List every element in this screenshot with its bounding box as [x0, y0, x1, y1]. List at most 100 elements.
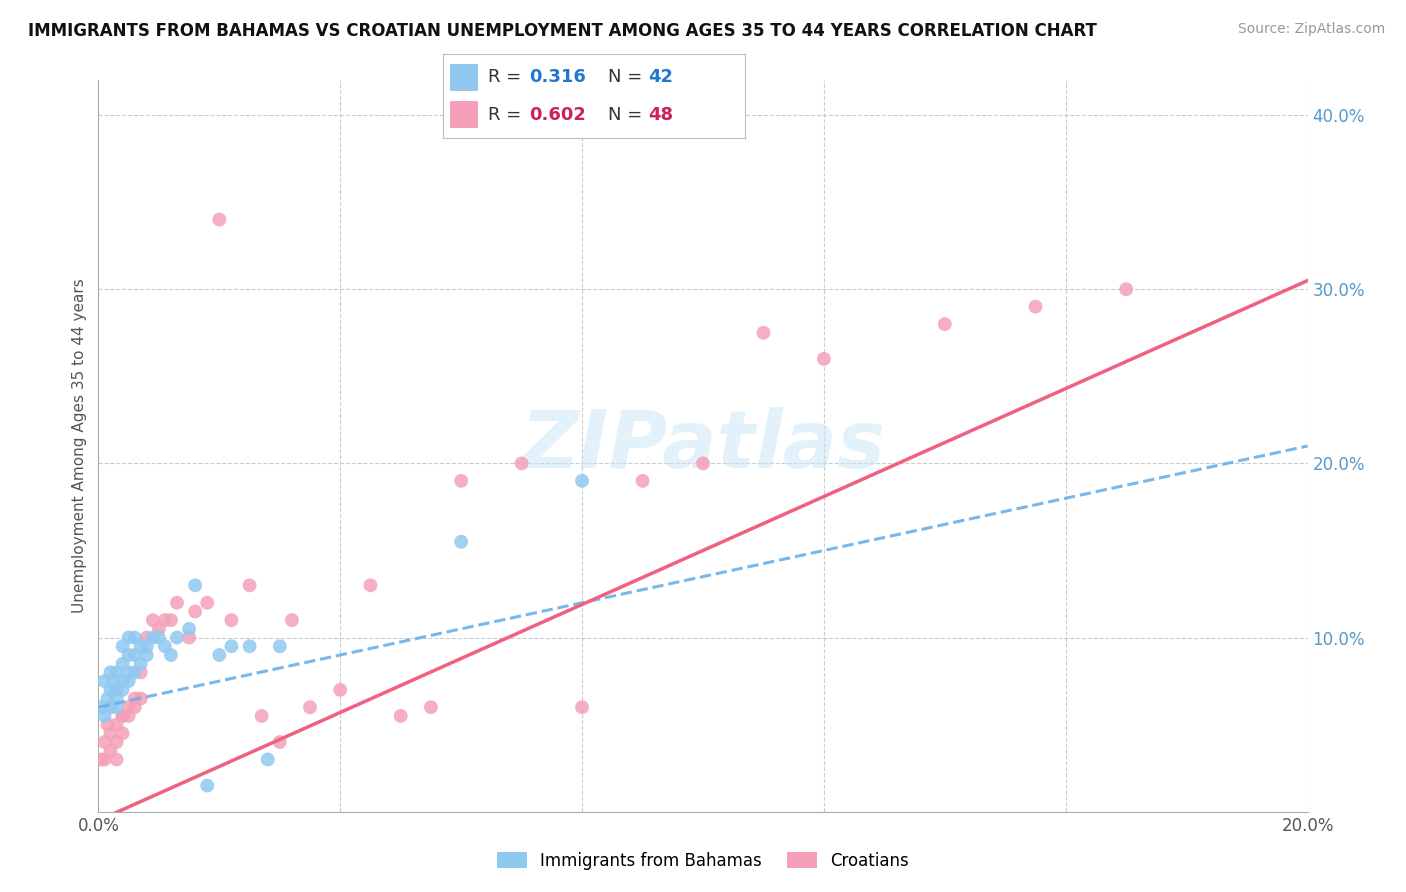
Point [510, 457, 533, 471]
Point [142, 631, 165, 645]
Point [281, 613, 304, 627]
Point [813, 351, 835, 366]
Point [239, 640, 262, 654]
Point [90, 700, 112, 714]
Point [1024, 300, 1046, 314]
Point [100, 726, 122, 740]
Point [184, 604, 207, 618]
Point [208, 648, 231, 662]
Point [111, 709, 134, 723]
Point [111, 674, 134, 689]
Point [142, 613, 165, 627]
Point [195, 596, 218, 610]
Point [153, 640, 176, 654]
Point [105, 717, 128, 731]
Point [692, 457, 714, 471]
Point [100, 744, 122, 758]
Point [111, 640, 134, 654]
Point [118, 674, 141, 689]
Point [571, 700, 593, 714]
Point [221, 640, 243, 654]
Point [752, 326, 775, 340]
Point [124, 700, 146, 714]
Point [208, 212, 231, 227]
Point [450, 534, 472, 549]
Point [93, 709, 115, 723]
Point [135, 631, 157, 645]
Point [93, 735, 115, 749]
Point [148, 631, 170, 645]
Point [571, 474, 593, 488]
Point [118, 665, 141, 680]
Point [129, 640, 152, 654]
Point [239, 578, 262, 592]
Point [105, 735, 128, 749]
Point [118, 631, 141, 645]
Point [111, 709, 134, 723]
Point [118, 709, 141, 723]
Text: 48: 48 [648, 105, 673, 123]
Point [135, 640, 157, 654]
Text: ZIPatlas: ZIPatlas [520, 407, 886, 485]
Point [90, 752, 112, 766]
Point [360, 578, 382, 592]
Point [96, 691, 118, 706]
Text: N =: N = [607, 69, 648, 87]
Point [124, 665, 146, 680]
Text: 0.316: 0.316 [529, 69, 586, 87]
Point [221, 613, 243, 627]
Point [153, 613, 176, 627]
Text: Source: ZipAtlas.com: Source: ZipAtlas.com [1237, 22, 1385, 37]
Point [105, 691, 128, 706]
Point [93, 752, 115, 766]
Text: IMMIGRANTS FROM BAHAMAS VS CROATIAN UNEMPLOYMENT AMONG AGES 35 TO 44 YEARS CORRE: IMMIGRANTS FROM BAHAMAS VS CROATIAN UNEM… [28, 22, 1097, 40]
Point [100, 700, 122, 714]
Text: 0.602: 0.602 [529, 105, 586, 123]
Point [100, 665, 122, 680]
Point [129, 665, 152, 680]
Point [135, 648, 157, 662]
Point [118, 648, 141, 662]
Text: R =: R = [488, 105, 527, 123]
Bar [450, 101, 478, 128]
Point [166, 596, 188, 610]
Point [179, 631, 201, 645]
Text: R =: R = [488, 69, 527, 87]
Point [103, 674, 125, 689]
Point [118, 700, 141, 714]
Text: 42: 42 [648, 69, 673, 87]
Point [269, 735, 291, 749]
Point [129, 691, 152, 706]
Point [299, 700, 322, 714]
Point [93, 674, 115, 689]
Point [111, 657, 134, 671]
Point [450, 474, 472, 488]
Point [256, 752, 278, 766]
Legend: Immigrants from Bahamas, Croatians: Immigrants from Bahamas, Croatians [491, 846, 915, 877]
Point [96, 717, 118, 731]
Point [105, 682, 128, 697]
Point [105, 752, 128, 766]
Point [129, 657, 152, 671]
Point [166, 631, 188, 645]
Point [124, 648, 146, 662]
Point [389, 709, 412, 723]
Point [184, 578, 207, 592]
Point [1115, 282, 1137, 296]
Y-axis label: Unemployment Among Ages 35 to 44 years: Unemployment Among Ages 35 to 44 years [72, 278, 87, 614]
Point [179, 622, 201, 636]
Point [124, 691, 146, 706]
Point [160, 613, 183, 627]
Point [124, 631, 146, 645]
Point [105, 700, 128, 714]
Point [100, 682, 122, 697]
Point [329, 682, 352, 697]
Point [111, 726, 134, 740]
Point [934, 317, 956, 331]
Point [111, 682, 134, 697]
Point [160, 648, 183, 662]
Point [195, 779, 218, 793]
Point [269, 640, 291, 654]
Point [148, 622, 170, 636]
Point [420, 700, 443, 714]
